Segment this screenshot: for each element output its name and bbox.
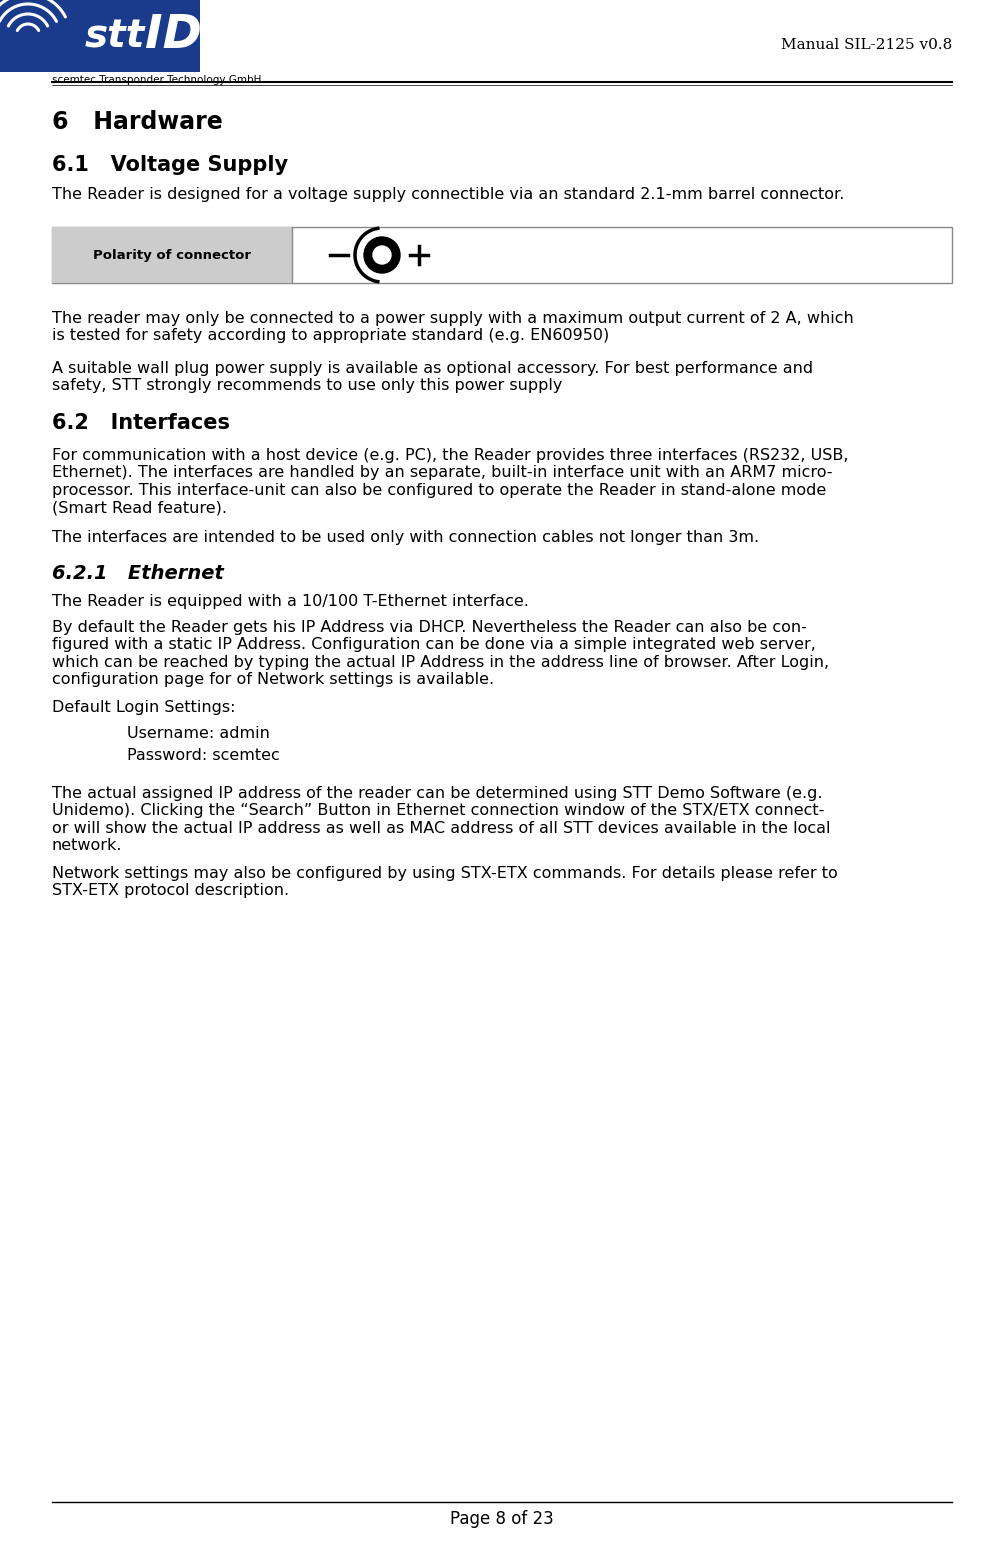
Text: Password: scemtec: Password: scemtec — [126, 748, 280, 764]
Text: For communication with a host device (e.g. PC), the Reader provides three interf: For communication with a host device (e.… — [52, 448, 848, 515]
Bar — [52, 227, 292, 283]
Text: 6.1   Voltage Supply: 6.1 Voltage Supply — [52, 155, 288, 175]
Circle shape — [373, 246, 390, 264]
Text: The reader may only be connected to a power supply with a maximum output current: The reader may only be connected to a po… — [52, 311, 853, 343]
Text: Username: admin: Username: admin — [126, 727, 270, 741]
Text: 6   Hardware: 6 Hardware — [52, 110, 223, 135]
Text: The actual assigned IP address of the reader can be determined using STT Demo So: The actual assigned IP address of the re… — [52, 785, 829, 853]
Text: Manual SIL-2125 v0.8: Manual SIL-2125 v0.8 — [780, 39, 951, 53]
Text: The Reader is equipped with a 10/100 T-Ethernet interface.: The Reader is equipped with a 10/100 T-E… — [52, 594, 529, 609]
Text: Page 8 of 23: Page 8 of 23 — [449, 1510, 554, 1527]
Text: ID: ID — [144, 14, 202, 59]
Text: By default the Reader gets his IP Address via DHCP. Nevertheless the Reader can : By default the Reader gets his IP Addres… — [52, 620, 828, 688]
Text: Polarity of connector: Polarity of connector — [93, 249, 251, 261]
Circle shape — [364, 237, 399, 274]
Bar — [0, 0, 200, 73]
Text: stt: stt — [85, 17, 145, 56]
Text: Network settings may also be configured by using STX-ETX commands. For details p: Network settings may also be configured … — [52, 866, 837, 898]
Text: Default Login Settings:: Default Login Settings: — [52, 700, 236, 714]
Text: A suitable wall plug power supply is available as optional accessory. For best p: A suitable wall plug power supply is ava… — [52, 362, 812, 393]
Text: 6.2.1   Ethernet: 6.2.1 Ethernet — [52, 564, 224, 583]
Text: The interfaces are intended to be used only with connection cables not longer th: The interfaces are intended to be used o… — [52, 530, 758, 546]
Bar — [52, 227, 951, 283]
Text: 6.2   Interfaces: 6.2 Interfaces — [52, 413, 230, 433]
Text: The Reader is designed for a voltage supply connectible via an standard 2.1-mm b: The Reader is designed for a voltage sup… — [52, 187, 844, 203]
Text: scemtec Transponder Technology GmbH: scemtec Transponder Technology GmbH — [52, 76, 261, 85]
